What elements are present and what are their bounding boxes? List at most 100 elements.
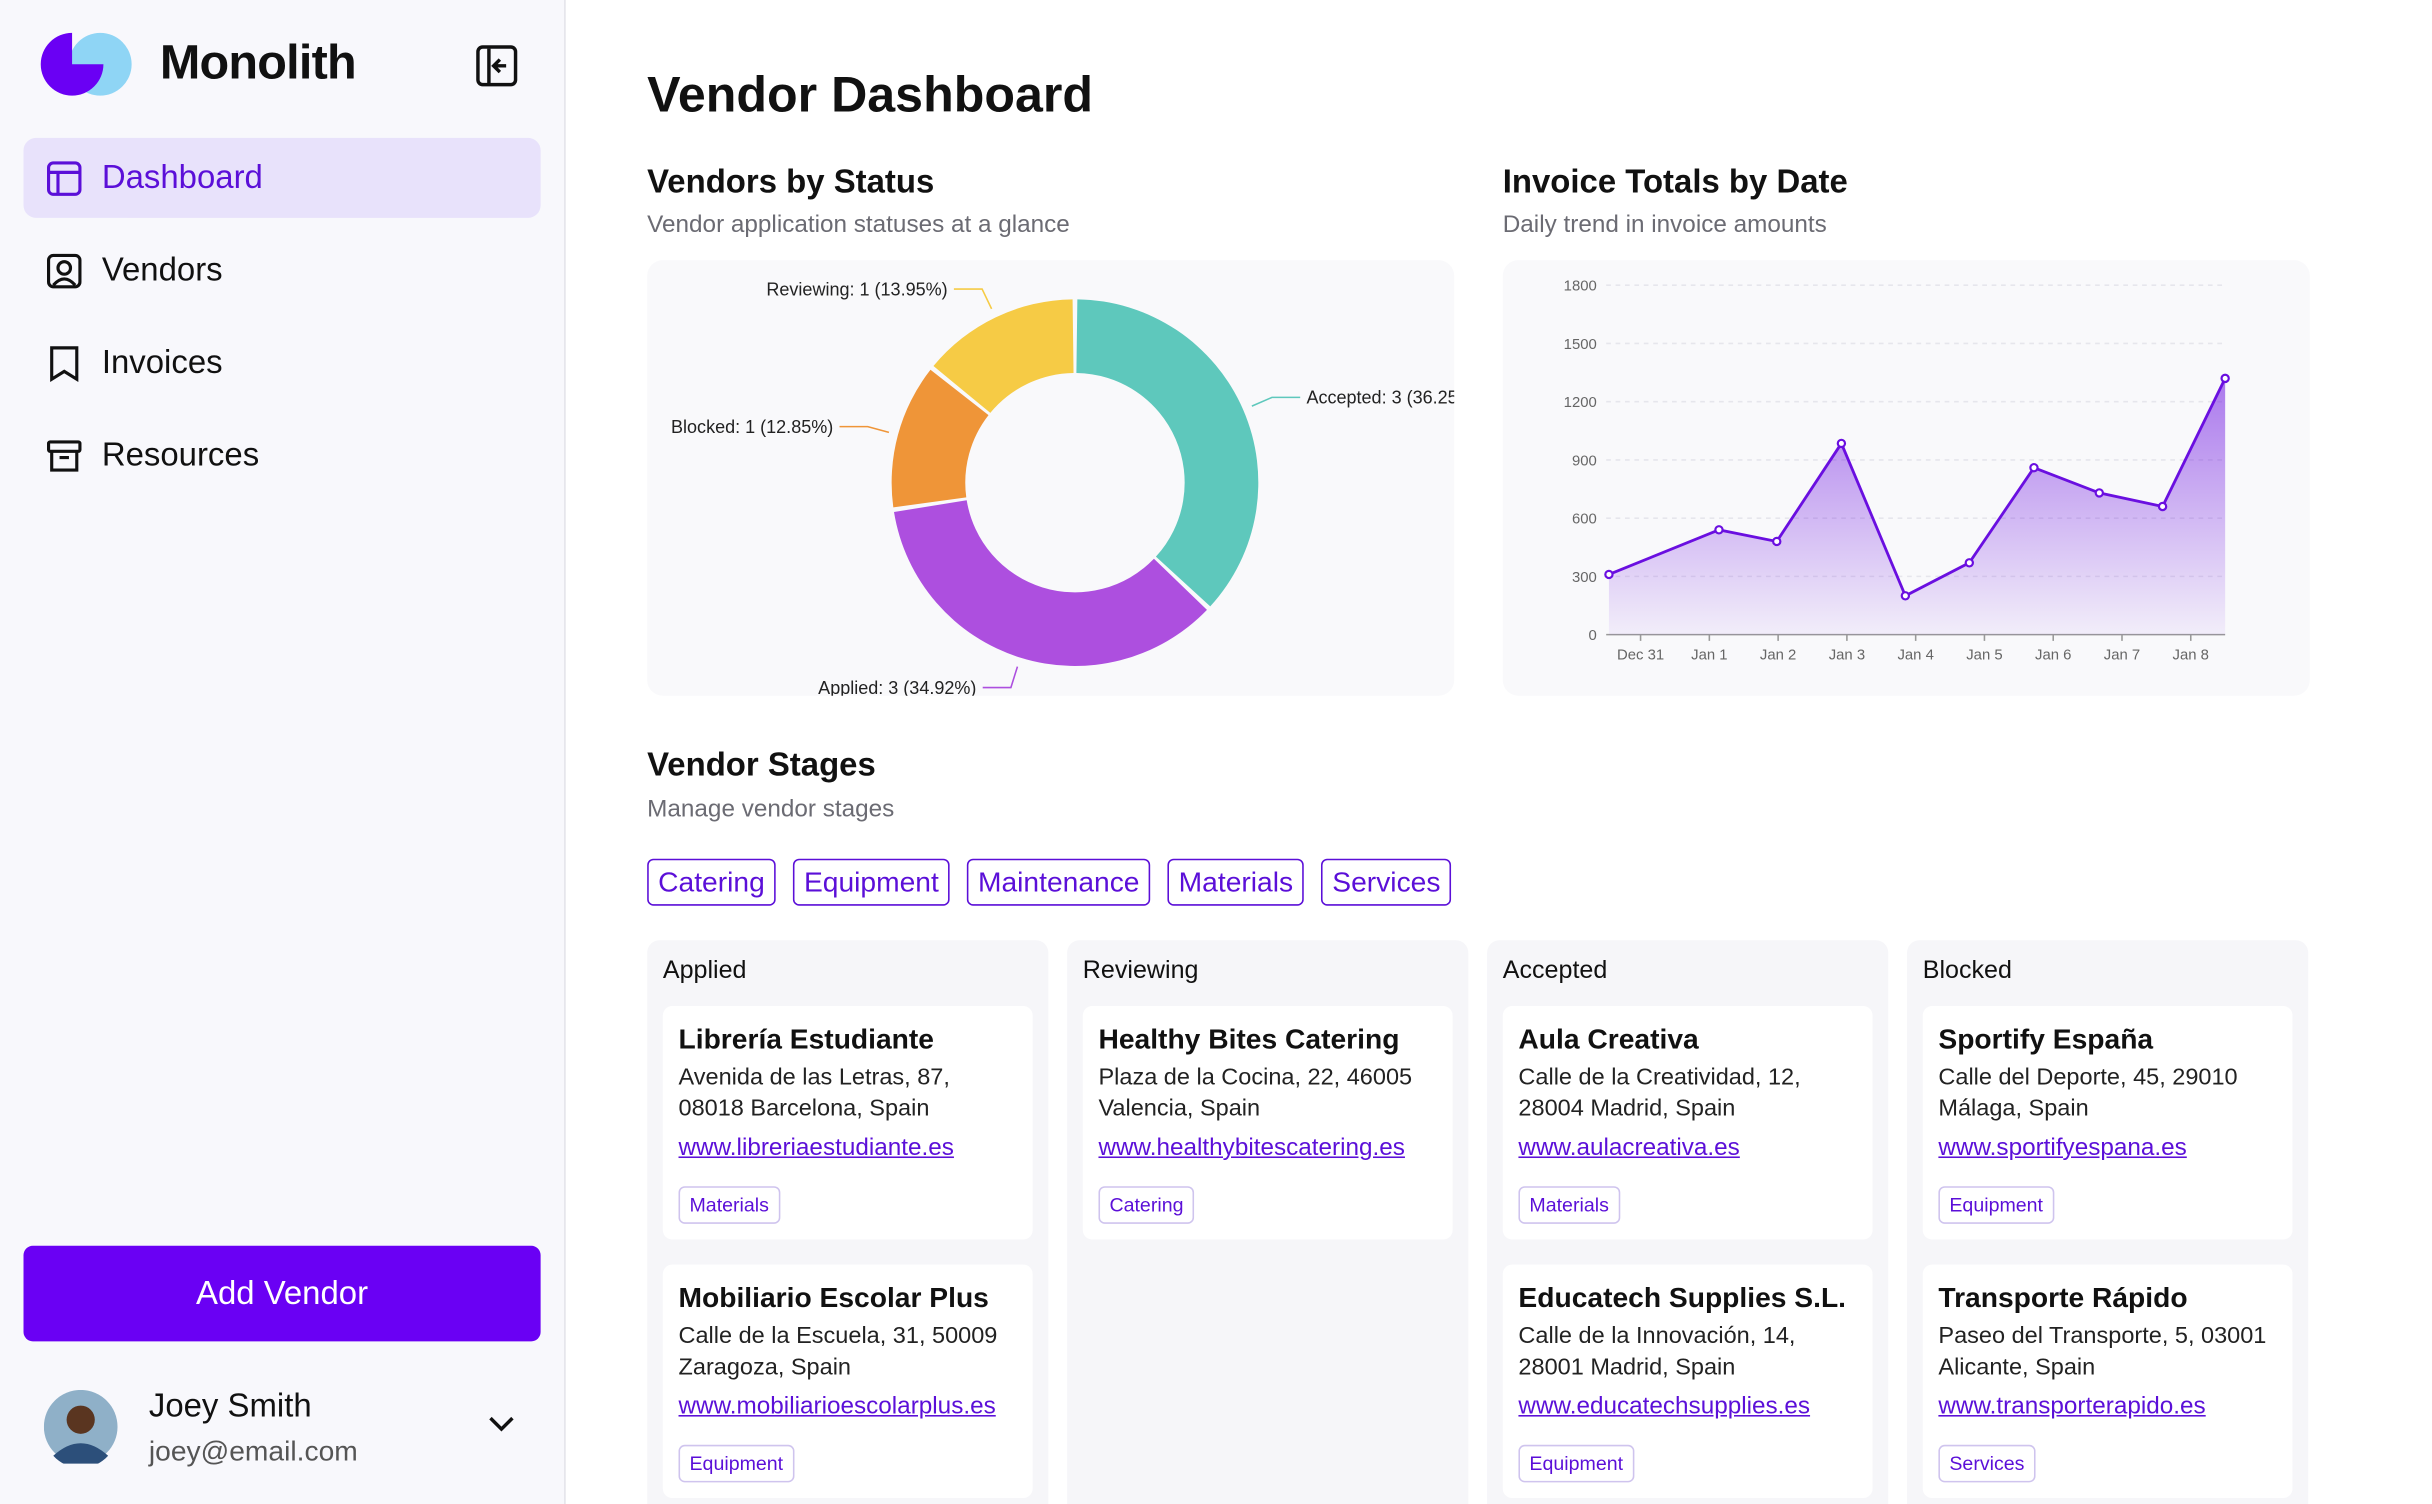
point — [2157, 501, 2168, 512]
vendor-name: Sportify España — [1938, 1023, 2154, 1055]
filter-chip[interactable]: Equipment — [792, 858, 950, 906]
vendor-name: Mobiliario Escolar Plus — [678, 1281, 989, 1314]
vendor-url[interactable]: www.healthybitescatering.es — [1098, 1134, 1405, 1162]
leader-line — [839, 425, 890, 434]
chart-subtitle: Vendor application statuses at a glance — [647, 211, 1070, 239]
vendor-name: Aula Creativa — [1518, 1023, 1699, 1055]
donut-segment — [933, 299, 1074, 413]
slice-label: Reviewing: 1 (13.95%) — [766, 279, 947, 299]
vendor-url[interactable]: www.sportifyespana.es — [1938, 1134, 2187, 1162]
point — [1772, 536, 1782, 547]
line — [1608, 377, 2227, 598]
point — [1714, 525, 1724, 535]
nav-icon — [47, 440, 82, 473]
vendor-address: Calle de la Innovación, 14, 28001 Madrid… — [1518, 1322, 1796, 1381]
vendor-url[interactable]: www.mobiliarioescolarplus.es — [678, 1393, 996, 1420]
nav-icon — [47, 253, 82, 289]
nav-item[interactable]: Vendors — [24, 231, 541, 311]
x-tick-label: Jan 5 — [1966, 648, 2002, 664]
y-tick-label: 0 — [1589, 628, 1597, 644]
vendor-tag: Equipment — [678, 1444, 795, 1483]
slice-label: Accepted: 3 (36.25%) — [1306, 388, 1454, 408]
vendor-url[interactable]: www.aulacreativa.es — [1518, 1134, 1740, 1162]
vendor-card[interactable]: Mobiliario Escolar Plus Calle de la Escue… — [662, 1264, 1033, 1499]
vendor-name: Transporte Rápido — [1938, 1281, 2188, 1314]
sidebar: Monolith Add Vendor Joey Smith joey@emai… — [0, 0, 566, 1504]
vendor-tag: Equipment — [1938, 1186, 2054, 1224]
filter-chip[interactable]: Catering — [647, 858, 776, 906]
column-title: Reviewing — [1082, 957, 1199, 985]
logo — [40, 32, 132, 96]
vendor-name: Librería Estudiante — [678, 1023, 935, 1055]
filter-chip[interactable]: Materials — [1167, 858, 1305, 906]
vendor-tag: Materials — [1518, 1186, 1620, 1224]
user-menu[interactable] — [486, 1413, 517, 1435]
vendor-address: Calle de la Escuela, 31, 50009 Zaragoza,… — [678, 1322, 998, 1381]
nav-item[interactable]: Dashboard — [23, 137, 541, 218]
filter-chip[interactable]: Maintenance — [967, 858, 1151, 906]
vendor-card[interactable]: Librería Estudiante Avenida de las Letras… — [662, 1006, 1033, 1240]
filter-chip[interactable]: Services — [1321, 858, 1452, 906]
nav-item[interactable]: Invoices — [24, 324, 541, 404]
x-tick-label: Jan 1 — [1691, 648, 1727, 664]
stage-column: Applied Librería Estudiante Avenida de las… — [647, 940, 1049, 1504]
x-tick-label: Jan 7 — [2104, 648, 2140, 664]
add-vendor-button[interactable]: Add Vendor — [23, 1245, 541, 1342]
y-tick-label: 600 — [1572, 512, 1597, 528]
y-tick-label: 300 — [1572, 570, 1597, 586]
nav-label: Vendors — [101, 251, 223, 289]
donut-chart: Accepted: 3 (36.25%) Applied: 3 (34.92%) B… — [647, 260, 1455, 696]
leader-line — [953, 288, 993, 310]
chart-title: Vendors by Status — [647, 164, 935, 201]
leader-line — [982, 666, 1019, 689]
leader-line — [1251, 396, 1301, 407]
nav-icon — [50, 346, 79, 383]
x-tick-label: Jan 6 — [2035, 648, 2071, 664]
x-tick-label: Jan 4 — [1897, 648, 1933, 664]
point — [1964, 558, 1975, 568]
column-title: Applied — [662, 957, 747, 985]
vendor-address: Avenida de las Letras, 87, 08018 Barcelo… — [678, 1063, 950, 1122]
user-name: Joey Smith — [148, 1388, 312, 1425]
avatar — [43, 1389, 118, 1464]
stage-column: Blocked Sportify España Calle del Deporte,… — [1907, 940, 2309, 1504]
vendor-card[interactable]: Transporte Rápido Paseo del Transporte, 5… — [1922, 1264, 2293, 1499]
vendor-tag: Equipment — [1518, 1444, 1635, 1483]
vendor-address: Calle de la Creatividad, 12, 28004 Madri… — [1518, 1063, 1801, 1122]
vendor-tag: Services — [1938, 1444, 2036, 1483]
y-tick-label: 1800 — [1564, 279, 1597, 295]
y-tick-label: 900 — [1572, 453, 1597, 469]
y-tick-label: 1200 — [1564, 395, 1597, 411]
stage-column: Reviewing Healthy Bites Catering Plaza de … — [1067, 940, 1469, 1504]
section-subtitle: Manage vendor stages — [647, 796, 895, 823]
vendor-url[interactable]: www.educatechsupplies.es — [1518, 1393, 1811, 1420]
page-title: Vendor Dashboard — [647, 65, 1093, 123]
vendor-address: Plaza de la Cocina, 22, 46005 Valencia, … — [1098, 1063, 1413, 1122]
y-tick-label: 1500 — [1564, 337, 1597, 353]
column-title: Blocked — [1922, 957, 2012, 985]
donut-segment — [891, 369, 989, 508]
vendor-tag: Catering — [1098, 1186, 1195, 1224]
vendor-tag: Materials — [678, 1186, 780, 1224]
donut-segment — [1076, 299, 1259, 607]
vendor-card[interactable]: Educatech Supplies S.L. Calle de la Innov… — [1502, 1264, 1873, 1499]
vendor-address: Calle del Deporte, 45, 29010 Málaga, Spa… — [1938, 1063, 2238, 1122]
point — [2029, 462, 2039, 473]
point — [1836, 438, 1847, 449]
vendor-address: Paseo del Transporte, 5, 03001 Alicante,… — [1938, 1322, 2267, 1381]
chart-title: Invoice Totals by Date — [1502, 164, 1848, 201]
vendor-card[interactable]: Healthy Bites Catering Plaza de la Cocina… — [1082, 1006, 1453, 1240]
user-email: joey@email.com — [148, 1435, 358, 1467]
x-tick-label: Jan 8 — [2173, 648, 2209, 664]
collapse-button[interactable] — [475, 44, 519, 88]
vendor-card[interactable]: Sportify España Calle del Deporte, 45, 29… — [1922, 1006, 2293, 1240]
vendor-url[interactable]: www.transporterapido.es — [1938, 1393, 2206, 1420]
brand: Monolith — [159, 34, 357, 90]
nav-item[interactable]: Resources — [24, 417, 541, 497]
chart-subtitle: Daily trend in invoice amounts — [1502, 211, 1827, 239]
nav-icon — [47, 160, 82, 196]
vendor-card[interactable]: Aula Creativa Calle de la Creatividad, 12… — [1502, 1006, 1873, 1240]
vendor-url[interactable]: www.libreriaestudiante.es — [678, 1134, 954, 1162]
column-title: Accepted — [1502, 957, 1608, 985]
